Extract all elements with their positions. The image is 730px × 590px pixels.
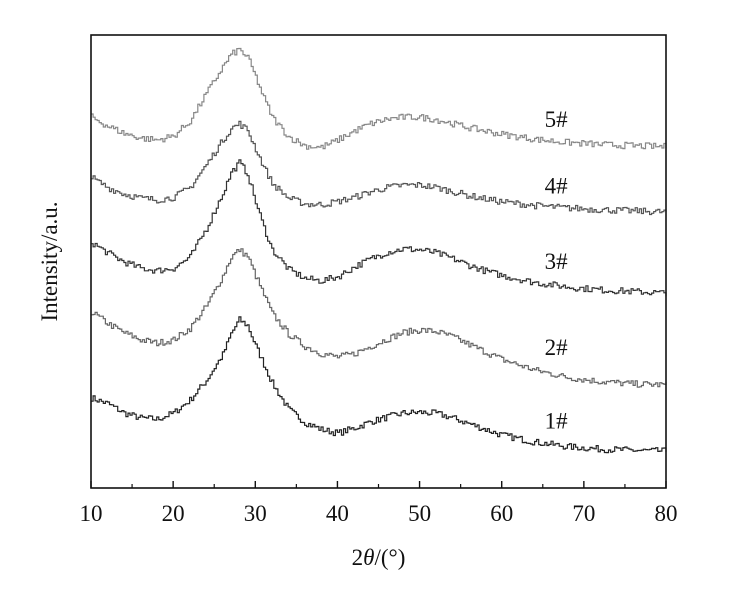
x-axis-title: 2θ/(°): [352, 545, 406, 570]
series-line-3: [91, 159, 667, 297]
x-tick-label: 50: [408, 501, 431, 526]
y-axis-title: Intensity/a.u.: [37, 201, 62, 321]
x-tick-label: 70: [572, 501, 595, 526]
series-label-4: 4#: [545, 174, 569, 199]
x-tick-label: 40: [326, 501, 349, 526]
x-tick-label: 20: [162, 501, 185, 526]
series-label-2: 2#: [545, 335, 569, 360]
series-line-2: [91, 248, 667, 388]
series-line-1: [91, 316, 667, 454]
x-tick-label: 30: [244, 501, 267, 526]
series-layer: [91, 47, 667, 454]
x-tick-label: 80: [655, 501, 678, 526]
series-line-4: [91, 120, 667, 216]
x-axis-ticks: 10 20 30 40 50 60 70 80: [80, 481, 678, 526]
series-label-5: 5#: [545, 107, 569, 132]
series-labels-layer: 1# 2# 3# 4# 5#: [545, 107, 569, 434]
x-tick-label: 60: [490, 501, 513, 526]
series-line-5: [91, 47, 667, 150]
series-label-1: 1#: [545, 409, 569, 434]
series-label-3: 3#: [545, 249, 569, 274]
x-tick-label: 10: [80, 501, 103, 526]
